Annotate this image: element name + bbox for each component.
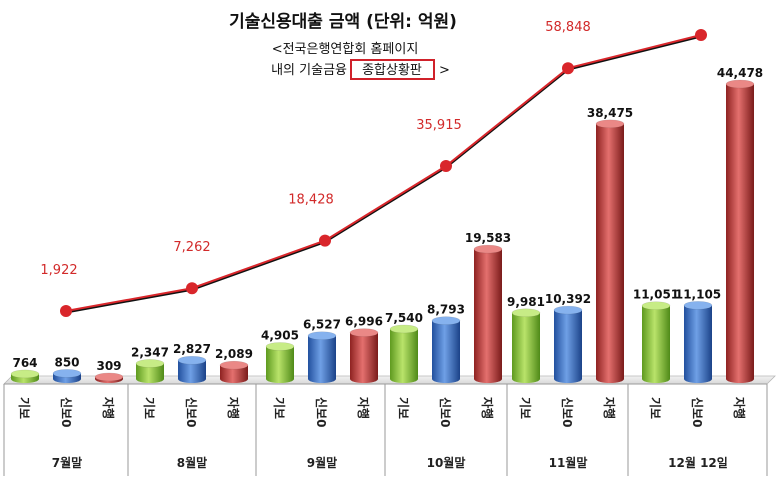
line-value-label: 18,428 [288,193,334,208]
bar-top [725,79,755,89]
chart-note-line2-suffix: > [439,63,450,78]
bar [474,249,502,383]
bar-top [511,308,541,318]
group-label: 12월 12일 [668,455,728,470]
category-label: 신보0 [314,397,329,427]
bar [136,363,164,383]
bar [266,346,294,383]
bar-top [473,244,503,254]
bars-layer: 764 2,347 4,905 7,540 9,981 11,051 850 2,827 6,5… [10,66,763,383]
chart-note-line2-prefix: 내의 기술금융 [271,63,347,78]
chart-note-line2-boxed: 종합상황판 [362,63,422,78]
category-label: 기보 [17,397,32,419]
category-label: 기보 [272,397,287,419]
bar-value-label: 309 [96,359,121,373]
category-label: 기보 [518,397,533,419]
bar [390,328,418,383]
bar-value-label: 2,347 [131,345,169,359]
bar-value-label: 38,475 [587,106,633,120]
bar-value-label: 11,051 [633,288,679,302]
group-label: 11월말 [549,455,588,470]
line-point [562,62,574,75]
bar-value-label: 44,478 [717,66,763,80]
bar-value-label: 9,981 [507,295,545,309]
category-label: 자행 [101,397,116,419]
category-label: 기보 [648,397,663,419]
bar [512,312,540,383]
line-value-label: 58,848 [545,20,591,35]
category-label: 자행 [226,397,241,419]
line-value-label: 35,915 [416,118,462,133]
line-point [695,29,707,41]
bar-top [135,359,165,368]
category-label: 신보0 [59,397,74,427]
bar-value-label: 11,105 [675,287,721,301]
category-label: 기보 [142,397,157,419]
bar-top [431,316,461,325]
bar-top [94,372,124,382]
bar-top [307,331,337,340]
bar [726,84,754,383]
bar-value-label: 10,392 [545,292,591,306]
category-label: 신보0 [184,397,199,427]
bar [220,365,248,383]
bar-top [177,355,207,365]
bar-top [265,342,295,351]
line-point [319,234,331,247]
bar [684,305,712,383]
line-point [60,305,72,317]
bar-value-label: 7,540 [385,311,423,325]
category-label: 신보0 [438,397,453,427]
bar-value-label: 4,905 [261,328,299,342]
bar-top [219,360,249,370]
line-point [186,282,198,295]
bar-value-label: 2,089 [215,347,253,361]
bar [596,123,624,383]
bar [350,332,378,383]
chart-note-line1: <전국은행연합회 홈페이지 [272,41,419,57]
bar [178,360,206,383]
group-label: 7월말 [52,455,82,470]
bar [642,305,670,383]
bar-top [52,369,82,378]
bar-value-label: 850 [54,355,79,369]
category-label: 자행 [732,397,747,419]
bar-top [553,305,583,315]
line-point [440,160,452,173]
bar-value-label: 6,996 [345,315,383,329]
bar-top [595,119,625,129]
line-series [65,34,702,312]
category-label: 자행 [356,397,371,419]
bar-value-label: 19,583 [465,231,511,245]
group-label: 10월말 [427,455,466,470]
bar [308,335,336,383]
highlight-box [350,59,435,80]
bar-value-label: 764 [12,356,37,370]
bar-top [683,301,713,310]
bar [432,320,460,383]
bar-top [641,301,671,310]
category-label: 자행 [602,397,617,419]
category-label: 기보 [396,397,411,419]
bar-top [349,328,379,337]
bar-value-label: 6,527 [303,318,341,332]
axis-layer: 기보 신보0 자행 7월말 기보 신보0 자행 8월말 기보 신보0 자행 9월말 기보 신보0 자행 10월… [3,384,768,476]
line-value-label: 66,634 [649,0,695,2]
category-label: 자행 [480,397,495,419]
bar-value-label: 2,827 [173,342,211,356]
line-layer: 1,922 7,262 18,428 35,915 58,848 66,634 [40,0,707,317]
line-shadow [65,35,702,314]
bar-value-label: 8,793 [427,303,465,317]
group-label: 8월말 [177,455,207,470]
chart-title: 기술신용대출 금액 (단위: 억원) [229,12,457,32]
category-label: 신보0 [560,397,575,427]
group-label: 9월말 [307,455,337,470]
bar [554,310,582,383]
bar-top [10,369,40,379]
line-value-label: 7,262 [173,240,210,255]
bar-top [389,324,419,334]
category-label: 신보0 [690,397,705,427]
line-value-label: 1,922 [40,263,77,278]
